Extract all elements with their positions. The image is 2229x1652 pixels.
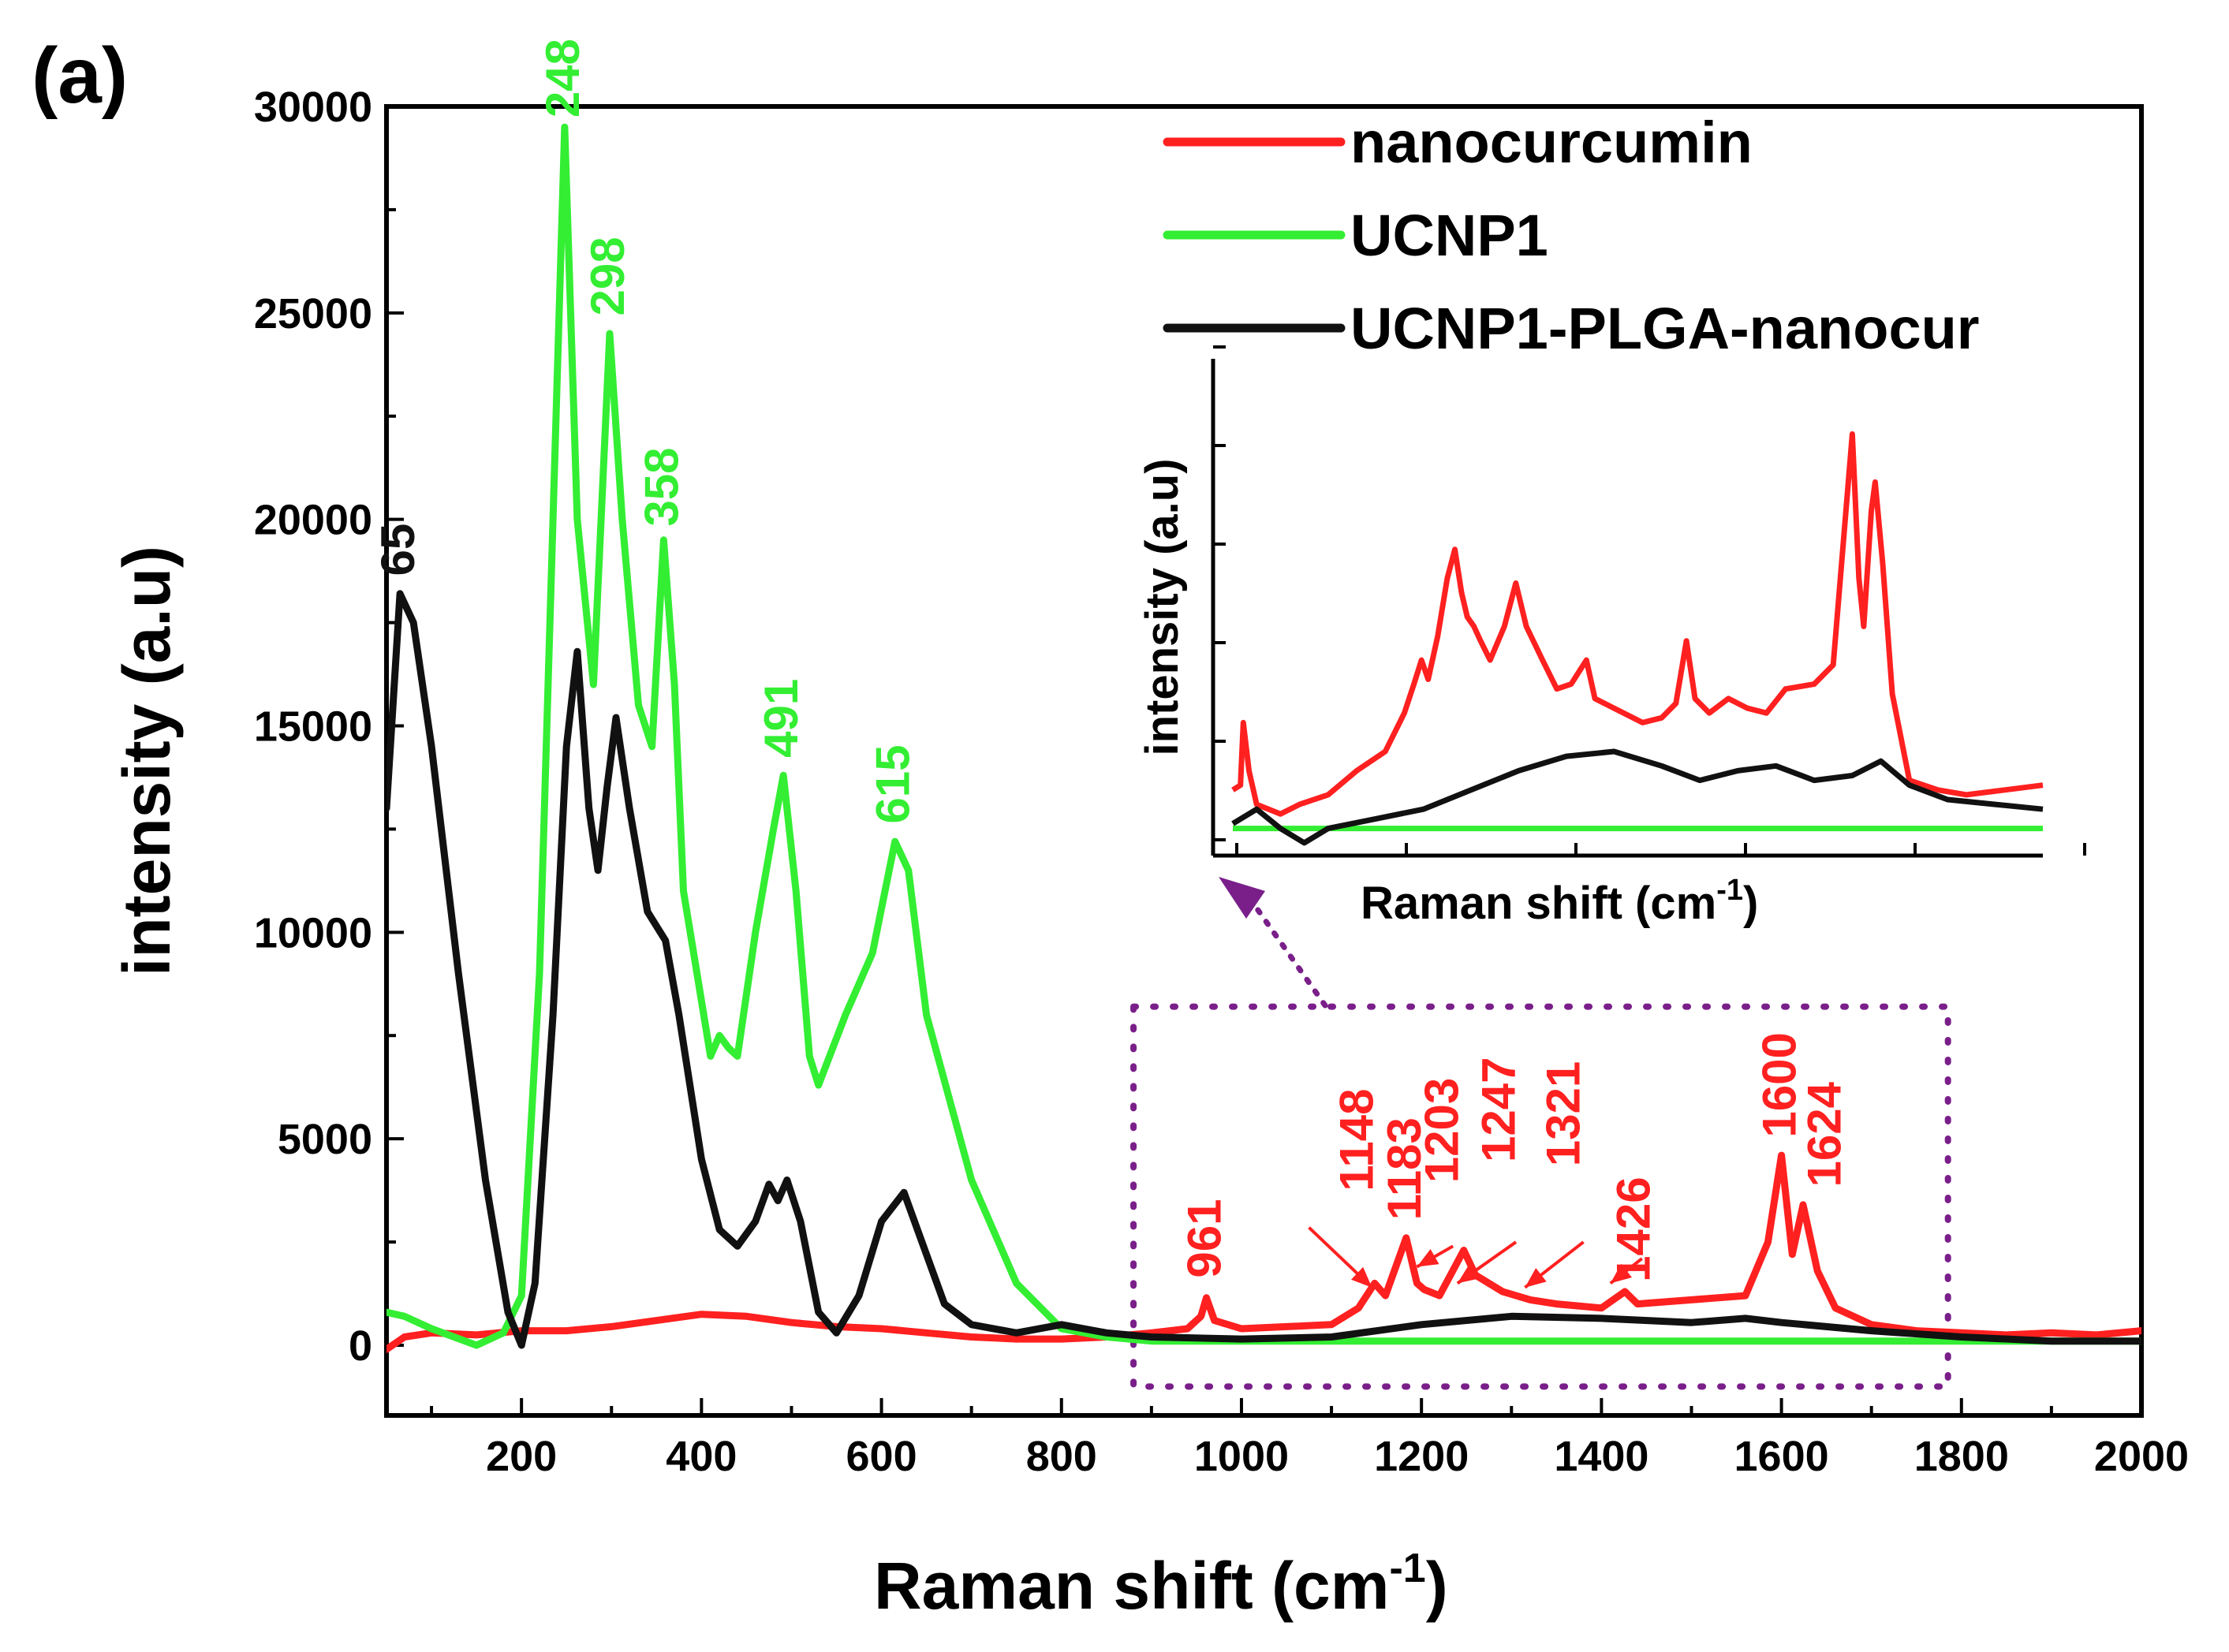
zoom-connector <box>1247 896 1328 1009</box>
peak-label-961: 961 <box>1178 1199 1230 1278</box>
legend-label: UCNP1 <box>1350 203 1548 268</box>
peak-label-1600: 1600 <box>1753 1032 1806 1137</box>
series-layer <box>386 123 2141 1353</box>
x-tick-label: 1600 <box>1734 1433 1829 1480</box>
y-axis: 0 5000 10000 15000 20000 25000 30000 <box>254 84 404 1370</box>
peak-label-1203: 1203 <box>1416 1078 1469 1183</box>
x-tick-label: 200 <box>486 1433 557 1480</box>
peak-label-1183: 1183 <box>1378 1117 1431 1220</box>
peak-label-1624: 1624 <box>1798 1081 1851 1187</box>
peak-label-1148: 1148 <box>1330 1089 1383 1191</box>
y-axis-title: intensity (a.u) <box>110 546 184 976</box>
inset-chart: Raman shift (cm-1) intensity (a.u) <box>1137 345 2086 929</box>
peak-label-491: 491 <box>755 679 808 758</box>
zoom-box <box>1130 1003 1951 1390</box>
x-tick-label: 1200 <box>1374 1433 1469 1480</box>
peak-label-1247: 1247 <box>1473 1057 1525 1162</box>
peak-arrow-head <box>1417 1249 1439 1267</box>
peak-label-248: 248 <box>536 39 589 117</box>
x-tick-label: 2000 <box>2094 1433 2189 1480</box>
y-tick-label: 30000 <box>254 84 372 131</box>
x-tick-label: 1400 <box>1554 1433 1648 1480</box>
x-tick-label: 800 <box>1026 1433 1097 1480</box>
y-tick-label: 25000 <box>254 290 372 337</box>
peak-label-298: 298 <box>581 237 634 315</box>
peak-arrow-head <box>1351 1266 1372 1288</box>
inset-series-line-nanocurcumin <box>1231 431 2044 817</box>
peak-label-615: 615 <box>867 745 920 824</box>
series-line-ucnp1-plga-nanocur <box>386 590 2141 1349</box>
y-tick-label: 0 <box>349 1322 372 1370</box>
x-tick-label: 600 <box>846 1433 917 1480</box>
peak-arrow-head <box>1610 1263 1632 1284</box>
panel-label: (a) <box>32 32 128 120</box>
x-tick-label: 1800 <box>1914 1433 2009 1480</box>
peak-arrow-head <box>1525 1268 1547 1288</box>
legend-label: UCNP1-PLGA-nanocur <box>1350 296 1980 361</box>
y-tick-label: 20000 <box>254 497 372 544</box>
y-tick-label: 10000 <box>254 909 372 957</box>
zoom-box-rect <box>1130 1003 1951 1390</box>
series-line-ucnp1 <box>386 123 2141 1349</box>
x-tick-label: 400 <box>666 1433 737 1480</box>
x-tick-label: 1000 <box>1194 1433 1289 1480</box>
series-line-nanocurcumin <box>386 1151 2141 1353</box>
x-axis-title: Raman shift (cm-1) <box>874 1546 1448 1623</box>
peak-label-1321: 1321 <box>1537 1061 1590 1166</box>
peak-label-358: 358 <box>635 447 688 526</box>
zoom-connector-arrowhead <box>1219 877 1265 919</box>
peak-arrow-head <box>1457 1264 1480 1284</box>
x-axis: 200 400 600 800 1000 1200 1400 1600 1800 2000 <box>430 1398 2189 1480</box>
peak-arrows <box>1308 1226 1643 1289</box>
y-tick-label: 15000 <box>254 703 372 750</box>
legend: nanocurcumin UCNP1 UCNP1-PLGA-nanocur <box>1163 110 1980 361</box>
peak-label-65: 65 <box>372 524 424 576</box>
y-tick-label: 5000 <box>278 1116 372 1163</box>
inset-x-axis-title: Raman shift (cm-1) <box>1361 874 1758 929</box>
inset-series-line-ucnp1-plga-nanocur <box>1231 748 2044 846</box>
legend-label: nanocurcumin <box>1350 110 1753 175</box>
inset-y-axis-title: intensity (a.u) <box>1137 458 1188 755</box>
